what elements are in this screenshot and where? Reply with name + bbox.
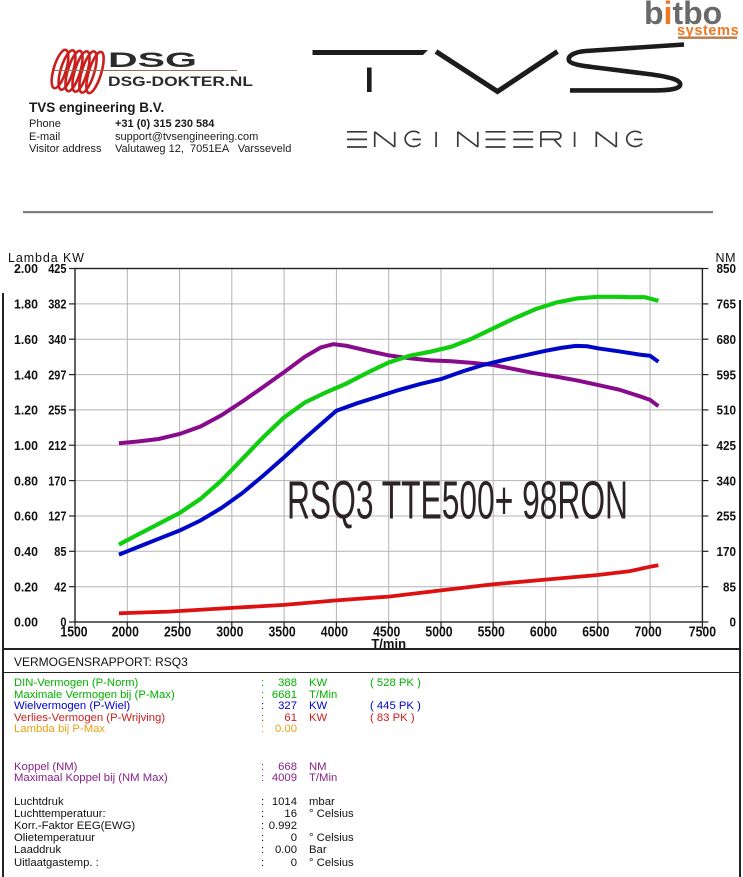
svg-text:4000: 4000 <box>321 624 348 641</box>
svg-text:2000: 2000 <box>112 624 139 641</box>
svg-text:0: 0 <box>730 616 737 630</box>
svg-text:382: 382 <box>48 298 66 312</box>
svg-text:Lambda KW: Lambda KW <box>8 251 85 265</box>
svg-text:T/min: T/min <box>371 636 406 651</box>
svg-text:4500: 4500 <box>373 624 400 641</box>
svg-text:6500: 6500 <box>582 624 609 641</box>
svg-text:7000: 7000 <box>635 624 662 641</box>
svg-text:255: 255 <box>48 404 66 418</box>
svg-text:RSQ3 TTE500+ 98RON: RSQ3 TTE500+ 98RON <box>287 471 628 531</box>
svg-text:680: 680 <box>717 333 737 347</box>
svg-text:3500: 3500 <box>269 624 296 641</box>
svg-text:7500: 7500 <box>689 624 716 641</box>
svg-text:0.80: 0.80 <box>14 474 38 488</box>
svg-text:85: 85 <box>54 545 66 559</box>
svg-text:1.60: 1.60 <box>14 333 38 347</box>
svg-text:85: 85 <box>723 580 736 594</box>
svg-text:1.80: 1.80 <box>14 298 38 312</box>
svg-text:2.00: 2.00 <box>14 262 38 276</box>
svg-text:127: 127 <box>48 510 66 524</box>
svg-text:425: 425 <box>717 439 737 453</box>
svg-text:5500: 5500 <box>478 624 505 641</box>
svg-text:170: 170 <box>48 474 66 488</box>
svg-text:340: 340 <box>717 474 737 488</box>
svg-text:425: 425 <box>48 262 66 276</box>
svg-text:1.00: 1.00 <box>14 439 38 453</box>
svg-text:0.00: 0.00 <box>14 616 38 630</box>
svg-text:3000: 3000 <box>216 624 243 641</box>
svg-text:850: 850 <box>717 262 737 276</box>
svg-text:2500: 2500 <box>164 624 191 641</box>
svg-text:42: 42 <box>54 580 66 594</box>
svg-text:DSG: DSG <box>108 49 197 72</box>
svg-text:595: 595 <box>717 368 737 382</box>
svg-text:1500: 1500 <box>60 624 87 641</box>
svg-text:DSG-DOKTER.NL: DSG-DOKTER.NL <box>108 74 253 89</box>
svg-text:0: 0 <box>60 616 66 630</box>
svg-text:170: 170 <box>717 545 737 559</box>
svg-text:6000: 6000 <box>530 624 557 641</box>
svg-text:1.20: 1.20 <box>14 404 38 418</box>
svg-text:297: 297 <box>48 368 66 382</box>
svg-text:765: 765 <box>717 298 737 312</box>
svg-text:NM: NM <box>716 251 736 265</box>
svg-text:5000: 5000 <box>425 624 452 641</box>
svg-text:0.40: 0.40 <box>14 545 38 559</box>
svg-text:1.40: 1.40 <box>14 368 38 382</box>
svg-text:340: 340 <box>48 333 66 347</box>
svg-text:0.20: 0.20 <box>14 580 38 594</box>
svg-text:212: 212 <box>48 439 66 453</box>
svg-text:510: 510 <box>717 404 737 418</box>
svg-text:255: 255 <box>717 510 737 524</box>
svg-text:0.60: 0.60 <box>14 510 38 524</box>
